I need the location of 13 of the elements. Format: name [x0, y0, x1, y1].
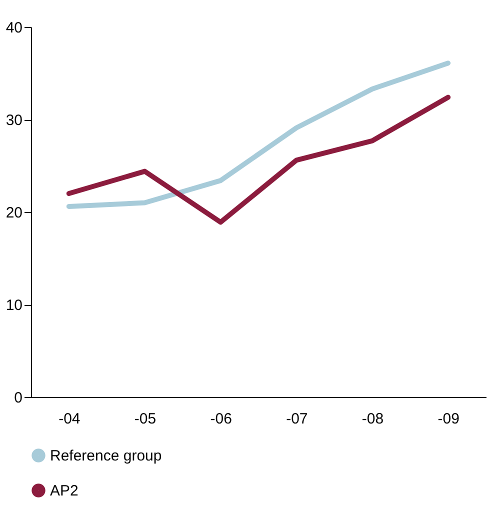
- legend-label: Reference group: [50, 448, 162, 464]
- x-tick-label: -08: [362, 410, 384, 428]
- y-tick-label: 10: [6, 297, 22, 314]
- x-tick-label: -05: [134, 410, 156, 428]
- y-tick-label: 30: [6, 112, 22, 129]
- y-tick-label: 40: [6, 20, 22, 36]
- y-tick-label: 20: [6, 204, 22, 222]
- x-tick-label: -09: [438, 410, 460, 428]
- x-tick-label: -07: [286, 410, 308, 428]
- y-tick-label: 0: [14, 390, 22, 406]
- x-tick-label: -06: [210, 410, 232, 428]
- legend-label: AP2: [50, 482, 78, 500]
- x-tick-label: -04: [58, 410, 80, 428]
